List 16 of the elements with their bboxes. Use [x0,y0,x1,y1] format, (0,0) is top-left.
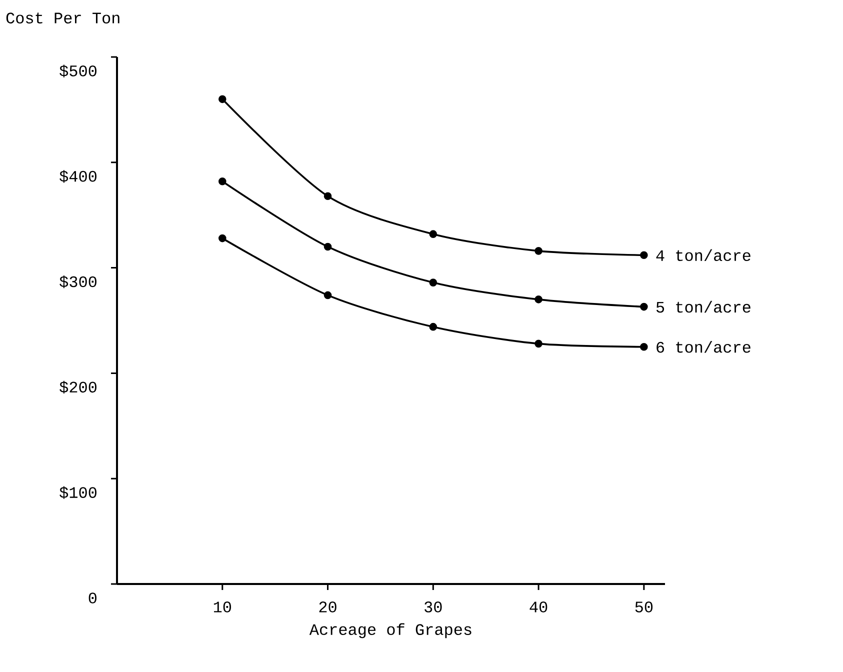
series-label: 4 ton/acre [656,249,750,262]
y-tick-label: $300 [60,275,96,288]
series-label: 5 ton/acre [656,300,750,313]
y-tick-label: 0 [88,592,96,604]
x-tick-label: 10 [214,602,231,612]
x-axis-title: Acreage of Grapes [309,623,472,638]
x-tick-label: 20 [319,602,336,612]
y-tick-label: $100 [60,486,96,499]
y-tick-label: $400 [60,170,96,183]
y-tick-label: $200 [60,380,96,394]
y-axis-title: Cost Per Ton [6,12,120,24]
series-label: 6 ton/acre [656,340,750,353]
y-tick-label: $500 [60,64,96,78]
x-tick-label: 40 [530,602,548,612]
x-tick-label: 30 [424,602,442,612]
x-tick-label: 50 [635,602,653,612]
